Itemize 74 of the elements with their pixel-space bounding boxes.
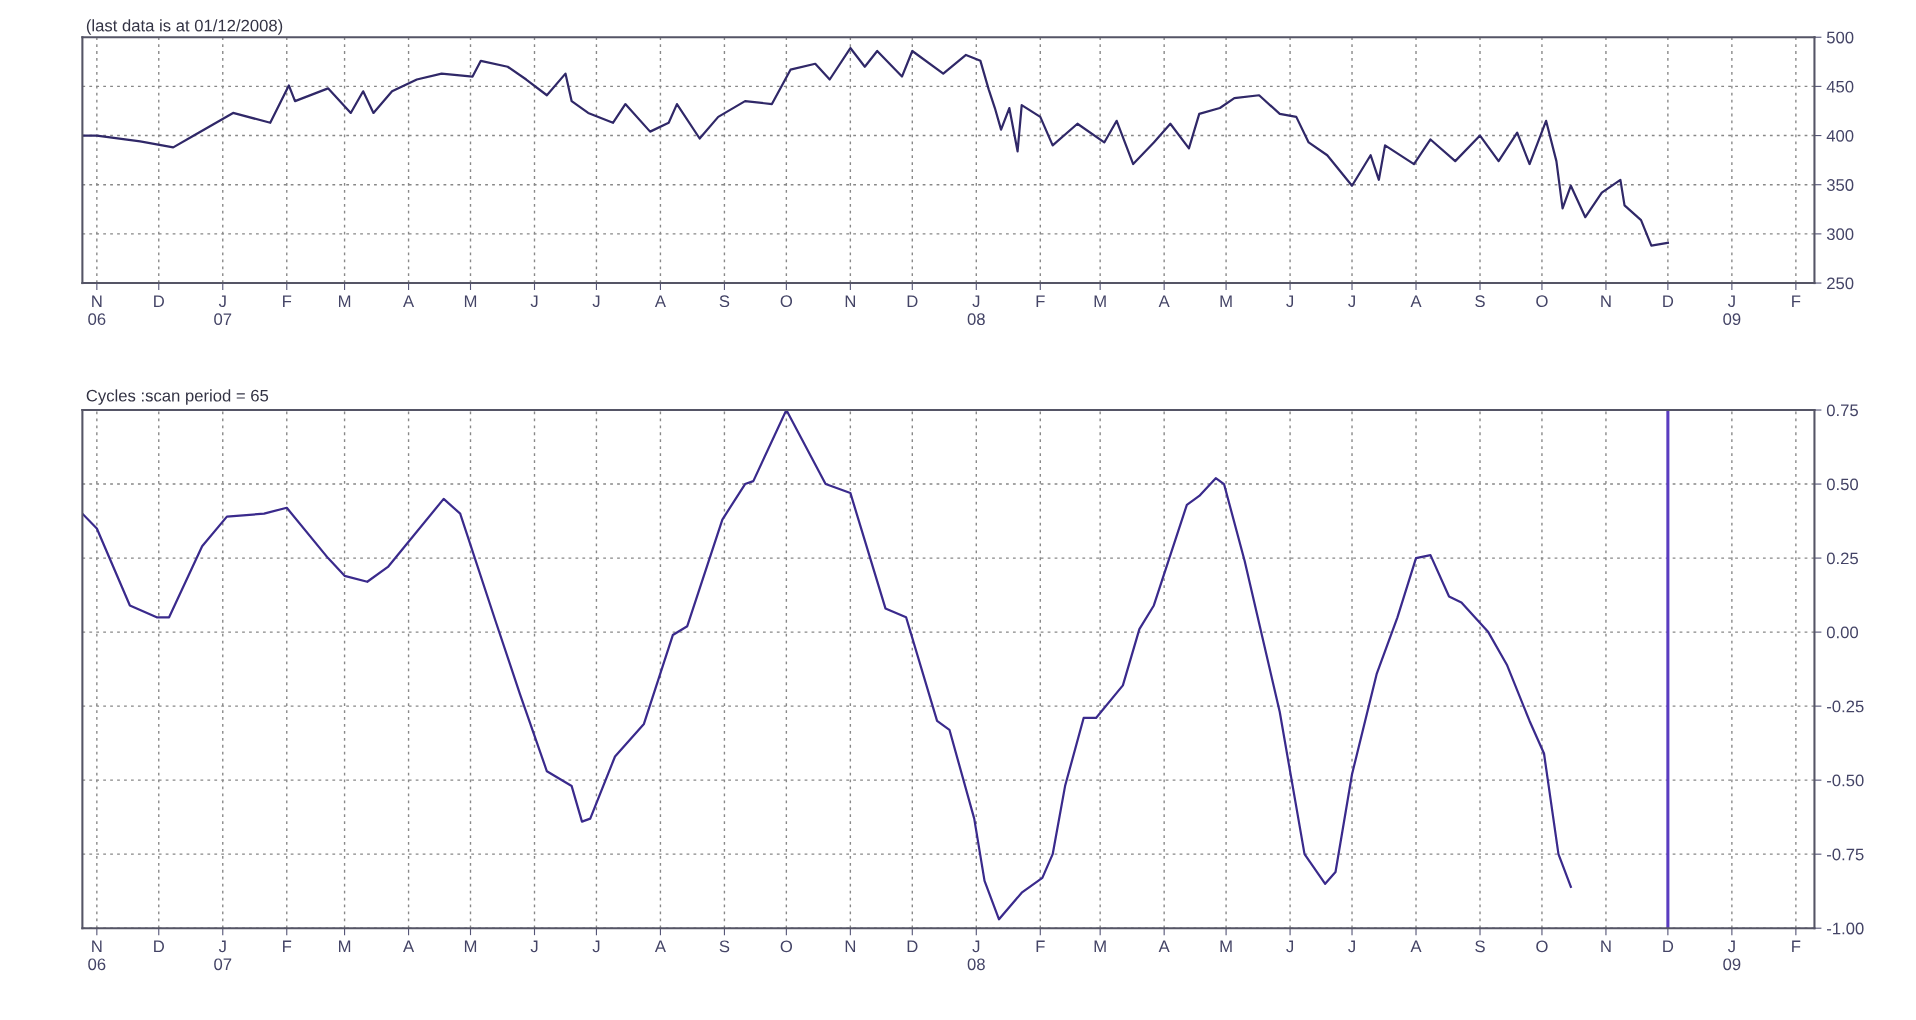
y-tick-label: 250 (1827, 277, 1854, 290)
x-tick-label: J (530, 940, 538, 953)
line-series (82, 410, 1572, 921)
x-tick-label: M (464, 940, 477, 953)
x-tick-label: M (339, 940, 351, 953)
x-tick-label: D (907, 940, 918, 953)
x-tick-label: M (339, 295, 351, 307)
y-tick-label: -0.50 (1827, 774, 1864, 787)
y-tick-label: 0.75 (1826, 404, 1858, 417)
x-tick-label: J (530, 295, 538, 308)
x-tick-label: N (845, 940, 856, 953)
y-tick-label: 0.00 (1826, 626, 1859, 639)
x-tick-label: N (1601, 295, 1611, 307)
x-tick-label: M (1220, 295, 1232, 307)
x-tick-label: F (283, 940, 292, 953)
x-tick-label: J (1348, 295, 1355, 308)
y-tick-label: -0.25 (1827, 700, 1864, 713)
x-tick-label: D (154, 940, 164, 953)
y-tick-label: 400 (1826, 129, 1854, 142)
x-tick-label: N 06 (88, 295, 106, 326)
x-tick-label: M (1220, 940, 1232, 953)
y-tick-label: 450 (1826, 80, 1854, 93)
y-tick-label: 300 (1826, 228, 1854, 241)
x-tick-label: A (654, 940, 666, 953)
x-tick-label: D (1663, 295, 1674, 307)
line-series (82, 46, 1669, 247)
x-tick-label: M (1094, 295, 1106, 307)
x-tick-label: S (719, 940, 730, 953)
x-tick-label: N 06 (88, 940, 106, 971)
x-tick-label: M (1094, 940, 1106, 953)
x-tick-label: A (654, 295, 666, 307)
x-tick-label: A (1158, 940, 1170, 953)
y-tick-label: 0.25 (1826, 552, 1858, 565)
x-tick-label: N (1601, 940, 1611, 953)
x-tick-label: J (1286, 295, 1294, 308)
x-tick-label: F (283, 295, 292, 307)
x-tick-label: O (780, 940, 793, 953)
x-tick-label: J (1286, 940, 1294, 953)
x-tick-label: N (845, 295, 856, 307)
x-tick-label: S (1475, 295, 1485, 308)
chart-title: Cycles :scan period = 65 (86, 389, 269, 405)
x-tick-label: J 07 (214, 940, 232, 971)
x-tick-label: A (403, 940, 415, 953)
x-tick-label: A (1410, 940, 1422, 953)
x-tick-label: J 08 (967, 295, 985, 326)
x-tick-label: D (1663, 940, 1674, 953)
x-tick-label: F (1792, 295, 1801, 307)
x-tick-label: F (1792, 940, 1801, 953)
y-tick-label: -0.75 (1827, 848, 1864, 861)
x-tick-label: J 07 (214, 295, 232, 326)
x-tick-label: O (780, 295, 793, 308)
x-tick-label: D (907, 295, 918, 307)
x-tick-label: A (1158, 295, 1170, 307)
x-tick-label: O (1536, 295, 1548, 308)
y-tick-label: 0.50 (1826, 478, 1859, 491)
x-tick-label: J (592, 940, 600, 953)
chart-title: (last data is at 01/12/2008) (86, 19, 283, 35)
x-tick-label: J 09 (1723, 295, 1741, 326)
x-tick-label: S (719, 295, 730, 308)
x-tick-label: D (154, 295, 164, 307)
x-tick-label: F (1036, 940, 1045, 953)
y-tick-label: 500 (1826, 31, 1854, 44)
x-tick-label: J (592, 295, 600, 308)
x-tick-label: A (1410, 295, 1422, 307)
x-tick-label: J 09 (1723, 940, 1741, 971)
x-tick-label: J 08 (967, 940, 985, 971)
x-tick-label: S (1475, 940, 1485, 953)
x-tick-label: F (1036, 295, 1045, 307)
x-tick-label: A (403, 295, 415, 307)
y-tick-label: -1.00 (1827, 922, 1864, 935)
y-tick-label: 350 (1826, 179, 1854, 191)
x-tick-label: M (464, 295, 477, 307)
x-tick-label: O (1536, 940, 1548, 953)
x-tick-label: J (1348, 940, 1355, 953)
